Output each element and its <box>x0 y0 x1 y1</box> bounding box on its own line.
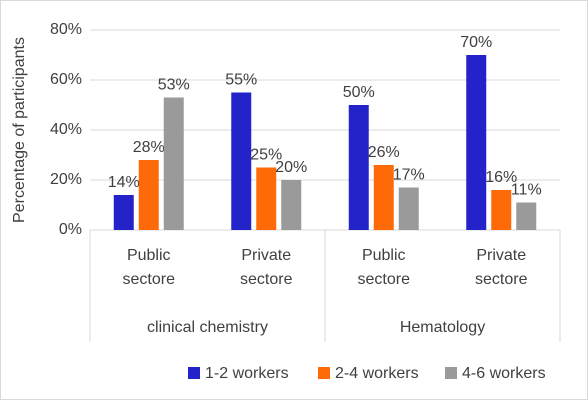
bar <box>373 165 394 230</box>
legend-label: 1-2 workers <box>205 365 289 382</box>
bar <box>163 97 184 230</box>
data-label: 55% <box>225 72 257 89</box>
data-label: 11% <box>511 182 542 199</box>
data-label: 16% <box>485 169 517 186</box>
x-tick-label: Public sectore <box>123 247 176 288</box>
data-label: 25% <box>250 147 282 164</box>
data-label: 50% <box>343 84 375 101</box>
y-tick-label: 80% <box>50 21 82 38</box>
data-label: 53% <box>158 77 190 94</box>
x-tick-line: Public <box>362 247 406 264</box>
bar <box>281 180 302 230</box>
x-tick-line: Private <box>476 247 526 264</box>
x-tick-line: Private <box>241 247 291 264</box>
bar <box>113 195 134 230</box>
y-tick-label: 0% <box>59 221 82 238</box>
x-tick-line: sectore <box>358 271 411 288</box>
x-tick-label: Public sectore <box>358 247 411 288</box>
x-tick-line: Public <box>127 247 171 264</box>
bar <box>466 55 487 230</box>
data-label: 28% <box>133 139 165 156</box>
x-tick-line: sectore <box>123 271 176 288</box>
bar <box>491 190 512 230</box>
data-label: 70% <box>460 34 492 51</box>
legend-swatch <box>318 367 330 379</box>
x-tick-label: Private sectore <box>240 247 293 288</box>
legend-swatch <box>188 367 200 379</box>
y-tick-label: 40% <box>50 121 82 138</box>
bar <box>231 92 252 230</box>
data-label: 17% <box>393 167 425 184</box>
group-label: clinical chemistry <box>147 319 268 336</box>
legend-label: 4-6 workers <box>462 365 546 382</box>
x-tick-label: Private sectore <box>475 247 528 288</box>
data-label: 26% <box>368 144 400 161</box>
data-label: 20% <box>275 159 307 176</box>
y-tick-label: 60% <box>50 71 82 88</box>
bar <box>138 160 159 230</box>
bar <box>398 187 419 230</box>
bar <box>516 202 537 230</box>
legend-swatch <box>445 367 457 379</box>
bar <box>256 167 277 230</box>
group-label: Hematology <box>400 319 485 336</box>
legend-label: 2-4 workers <box>335 365 419 382</box>
y-tick-label: 20% <box>50 171 82 188</box>
y-axis-label: Percentage of participants <box>11 37 28 223</box>
bar <box>348 105 369 230</box>
data-label: 14% <box>108 174 140 191</box>
x-tick-line: sectore <box>475 271 528 288</box>
x-tick-line: sectore <box>240 271 293 288</box>
